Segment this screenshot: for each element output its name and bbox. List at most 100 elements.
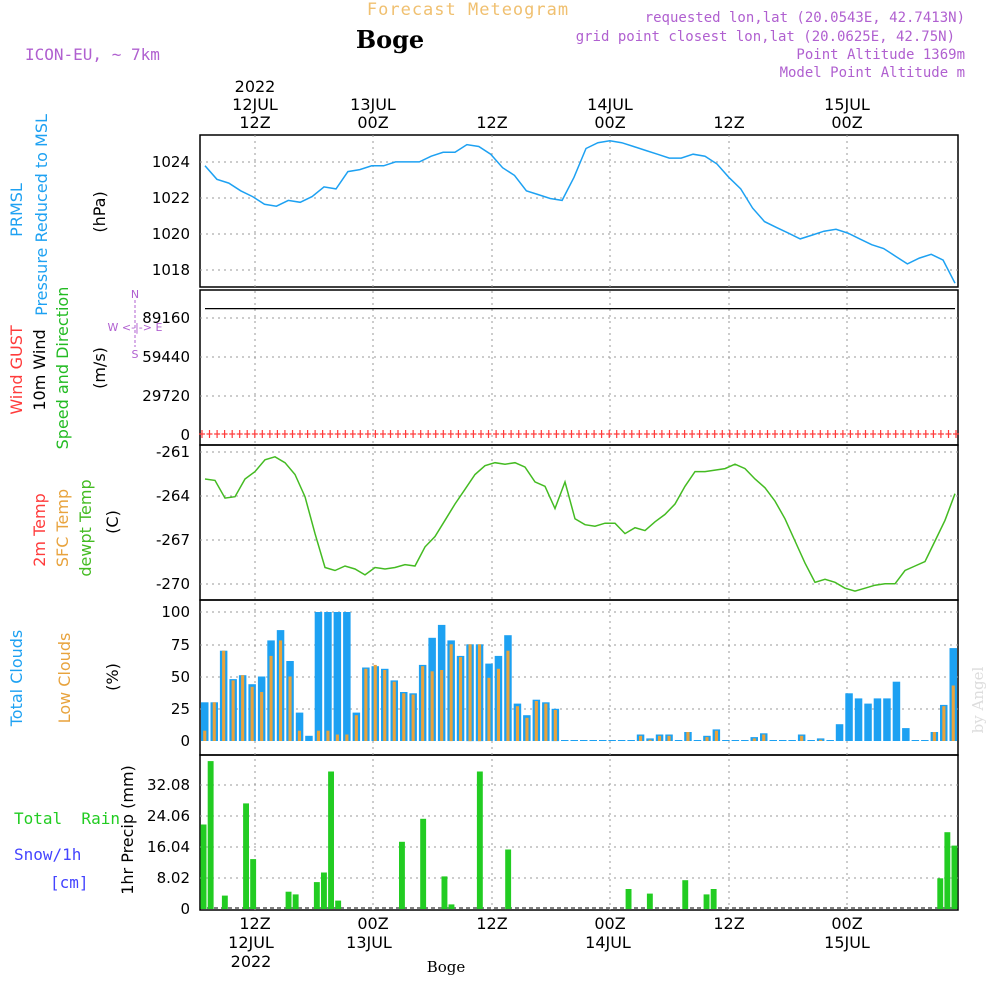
wind-compass: N W <-|-> E S bbox=[108, 288, 163, 361]
gust-mark bbox=[402, 430, 409, 438]
precip-tick-32: 32.08 bbox=[147, 776, 190, 794]
pressure-unit: (hPa) bbox=[90, 191, 109, 232]
low-cloud-bar bbox=[459, 657, 463, 741]
total-cloud-bar bbox=[864, 703, 872, 741]
low-cloud-bar bbox=[241, 675, 245, 741]
wind-10m-label: 10m Wind bbox=[30, 329, 49, 410]
gust-mark bbox=[432, 430, 439, 438]
clouds-unit: (%) bbox=[103, 663, 122, 691]
clouds-total-label: Total Clouds bbox=[7, 630, 26, 728]
gust-mark bbox=[892, 430, 899, 438]
gust-mark bbox=[523, 430, 530, 438]
low-cloud-bar bbox=[288, 676, 292, 741]
total-cloud-bar bbox=[769, 740, 777, 741]
low-cloud-bar bbox=[449, 644, 453, 742]
gust-mark bbox=[757, 430, 763, 438]
footer-station: Boge bbox=[427, 958, 466, 976]
low-cloud-bar bbox=[515, 706, 519, 741]
gust-mark bbox=[462, 430, 469, 438]
gust-mark bbox=[824, 430, 831, 438]
total-cloud-bar bbox=[854, 698, 863, 741]
total-cloud-bar bbox=[674, 740, 683, 741]
gust-mark bbox=[199, 430, 205, 438]
low-cloud-bar bbox=[932, 732, 936, 741]
point-altitude: Point Altitude 1369m bbox=[796, 47, 965, 63]
total-cloud-bar bbox=[561, 740, 569, 741]
total-cloud-bar bbox=[295, 712, 304, 741]
total-cloud-bar bbox=[589, 740, 597, 741]
gust-mark bbox=[877, 430, 884, 438]
gust-mark bbox=[568, 430, 575, 438]
total-cloud-bar bbox=[807, 740, 815, 741]
temp-dewpt-label: dewpt Temp bbox=[76, 479, 95, 576]
total-cloud-bar bbox=[911, 740, 920, 741]
low-cloud-bar bbox=[316, 730, 320, 741]
low-cloud-bar bbox=[260, 692, 264, 741]
rain-bar bbox=[285, 891, 292, 909]
temp-chart-marks bbox=[204, 455, 956, 592]
total-cloud-bar bbox=[741, 740, 749, 741]
clouds-chart-marks bbox=[201, 612, 957, 742]
low-cloud-bar bbox=[326, 730, 330, 741]
gust-mark bbox=[870, 430, 877, 438]
bottom-date-3: 14JUL bbox=[585, 933, 631, 952]
gust-mark bbox=[847, 430, 854, 438]
low-cloud-bar bbox=[800, 735, 804, 741]
rain-bar bbox=[328, 771, 334, 909]
clouds-tick-100: 100 bbox=[161, 603, 190, 621]
gust-mark bbox=[606, 430, 613, 438]
rain-bar bbox=[399, 841, 405, 909]
pressure-tick-1020: 1020 bbox=[152, 225, 190, 243]
rain-bar bbox=[944, 832, 951, 909]
rain-bar bbox=[625, 889, 632, 909]
station-title: Boge bbox=[356, 25, 424, 54]
low-cloud-bar bbox=[411, 694, 415, 741]
precip-rain-label: Total Rain bbox=[14, 809, 120, 828]
bottom-hour-0: 12Z bbox=[239, 914, 270, 933]
bottom-year: 2022 bbox=[231, 952, 272, 971]
rain-bar bbox=[335, 900, 342, 909]
gust-mark bbox=[259, 430, 266, 438]
bottom-hour-2: 12Z bbox=[476, 914, 507, 933]
rain-bar bbox=[505, 849, 512, 909]
rain-bar bbox=[321, 872, 327, 909]
low-cloud-bar bbox=[667, 735, 671, 741]
compass-s: S bbox=[132, 348, 139, 361]
total-cloud-bar bbox=[788, 740, 796, 741]
low-cloud-bar bbox=[496, 668, 500, 741]
gust-mark bbox=[545, 430, 552, 438]
rain-bar bbox=[937, 878, 944, 909]
gust-mark bbox=[779, 430, 786, 438]
gust-mark bbox=[206, 430, 213, 438]
clouds-tick-50: 50 bbox=[171, 668, 190, 686]
top-time-axis: 2022 12JUL 12Z 13JUL 00Z 12Z 14JUL 00Z 1… bbox=[232, 77, 870, 132]
low-cloud-bar bbox=[468, 644, 472, 742]
low-cloud-bar bbox=[392, 681, 396, 741]
gust-mark bbox=[576, 430, 582, 438]
gust-mark bbox=[674, 430, 680, 438]
gust-mark bbox=[229, 430, 236, 438]
vertical-gridlines bbox=[254, 135, 848, 910]
total-cloud-bar bbox=[580, 740, 588, 741]
gust-mark bbox=[900, 430, 907, 438]
pressure-tick-1022: 1022 bbox=[152, 189, 190, 207]
grid-point-coords: grid point closest lon,lat (20.0625E, 42… bbox=[576, 29, 955, 45]
top-hour-5: 00Z bbox=[831, 113, 862, 132]
gust-mark bbox=[221, 430, 228, 438]
clouds-low-label: Low Clouds bbox=[55, 633, 74, 724]
wind-dir-label: Speed and Direction bbox=[53, 287, 72, 450]
gust-mark bbox=[885, 430, 892, 438]
gust-mark bbox=[915, 430, 922, 438]
temp-panel-frame bbox=[199, 444, 959, 601]
low-cloud-bar bbox=[487, 677, 491, 741]
temp-panel-labels: 2m Temp SFC Temp dewpt Temp (C) -261 -26… bbox=[30, 443, 190, 593]
wind-tick-89160: 89160 bbox=[142, 309, 190, 327]
gust-mark bbox=[312, 430, 319, 438]
bottom-date-0: 12JUL bbox=[228, 933, 274, 952]
total-cloud-bar bbox=[883, 698, 891, 741]
gust-mark bbox=[447, 430, 454, 438]
rain-bar bbox=[682, 880, 689, 909]
gust-mark bbox=[425, 430, 432, 438]
pressure-tick-1024: 1024 bbox=[152, 153, 190, 171]
low-cloud-bar bbox=[231, 680, 235, 741]
